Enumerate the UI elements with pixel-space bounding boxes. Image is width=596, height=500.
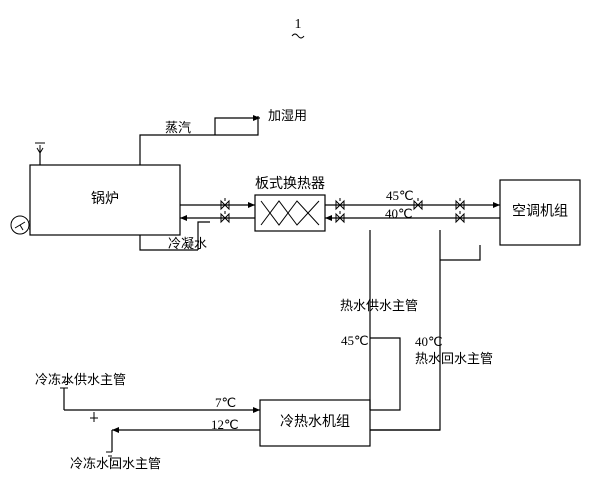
- vent-icon: [35, 143, 45, 153]
- arrow-icon: [253, 115, 260, 121]
- arrow-icon: [493, 202, 500, 208]
- label-t7: 7℃: [215, 395, 236, 410]
- pipe-ch_to_hw_ret: [370, 410, 440, 430]
- arrow-icon: [112, 427, 119, 433]
- arrow-icon: [180, 215, 187, 221]
- label-t40_top: 40℃: [385, 206, 413, 221]
- node-hx: 板式换热器: [255, 175, 325, 231]
- node-ahu: 空调机组: [500, 180, 580, 245]
- label-t40_mid: 40℃: [415, 334, 443, 349]
- label-chw_return: 冷冻水回水主管: [70, 456, 161, 471]
- node-ahu-label: 空调机组: [512, 204, 568, 220]
- svg-text:1: 1: [295, 17, 302, 32]
- pipe-chiller-hw: [370, 338, 400, 410]
- label-hw_supply: 热水供水主管: [340, 298, 418, 313]
- node-hx-label: 板式换热器: [255, 175, 325, 192]
- node-boiler: 锅炉: [30, 165, 180, 235]
- arrow-icon: [253, 407, 260, 413]
- fan-icon: [11, 216, 30, 234]
- arrow-icon: [248, 202, 255, 208]
- label-t12: 12℃: [211, 417, 239, 432]
- pipe-steam_up: [140, 116, 258, 165]
- label-chw_supply: 冷冻水供水主管: [35, 372, 126, 387]
- node-chiller-label: 冷热水机组: [280, 414, 350, 430]
- pipe-ahu_drop: [440, 245, 480, 260]
- arrow-icon: [325, 215, 332, 221]
- label-hw_return: 热水回水主管: [415, 351, 493, 366]
- label-condensate: 冷凝水: [168, 236, 207, 251]
- label-t45_top: 45℃: [386, 188, 414, 203]
- node-boiler-label: 锅炉: [91, 191, 119, 207]
- node-chiller: 冷热水机组: [260, 400, 370, 446]
- label-humid: 加湿用: [268, 108, 307, 123]
- label-steam: 蒸汽: [165, 120, 191, 135]
- label-t45_mid: 45℃: [341, 333, 369, 348]
